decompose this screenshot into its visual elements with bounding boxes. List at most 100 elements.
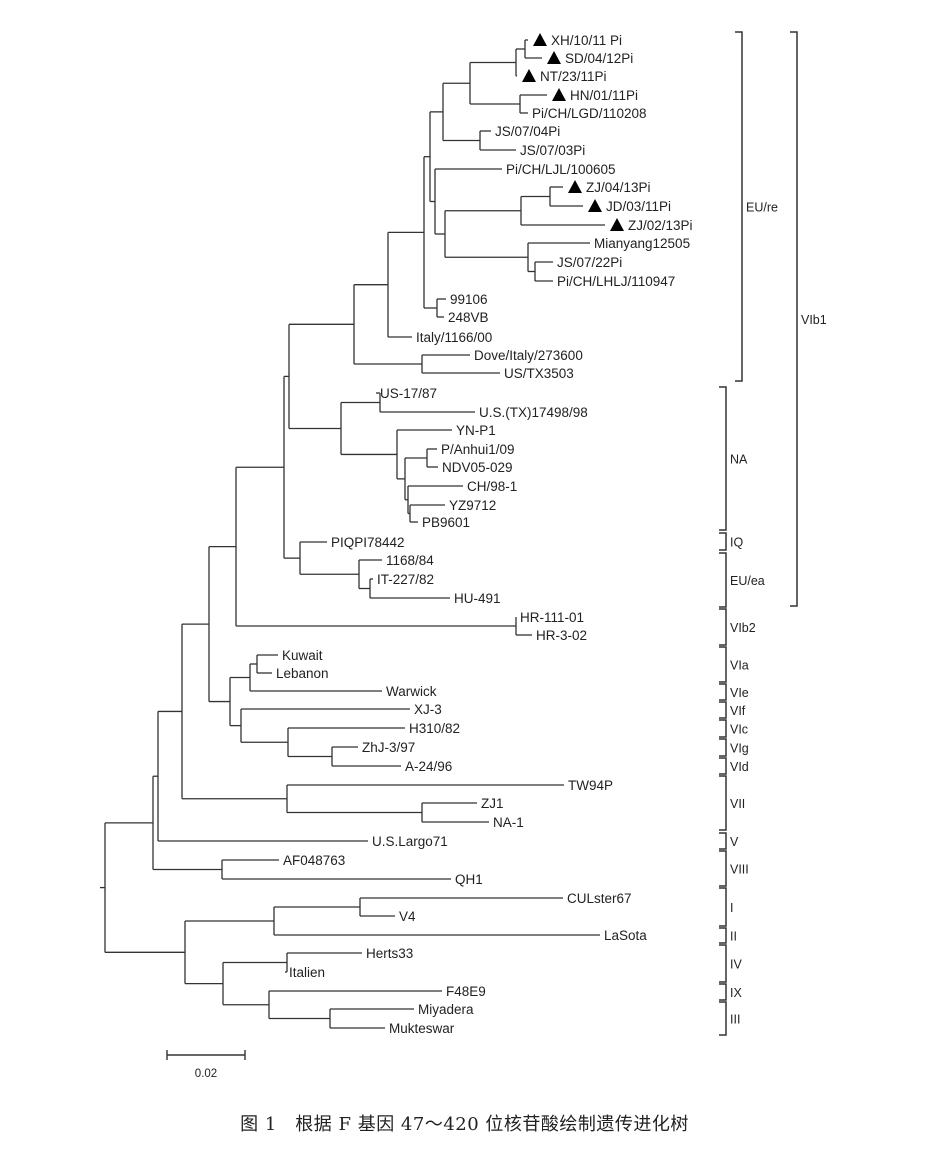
leaf-t40: A-24/96 xyxy=(405,759,452,774)
leaf-t31: HU-491 xyxy=(454,591,501,606)
taxon-label: CH/98-1 xyxy=(467,479,517,494)
triangle-marker-icon xyxy=(610,218,624,231)
clade-bracket-c-vib1: VIb1 xyxy=(790,31,827,607)
clade-bracket-c-vib2: VIb2 xyxy=(719,608,756,646)
bracket-line xyxy=(719,927,727,944)
bracket-line xyxy=(735,31,743,382)
figure-caption: 图 1 根据 F 基因 47～420 位核苷酸绘制遗传进化树 xyxy=(240,1114,689,1135)
leaf-t4: HN/01/11Pi xyxy=(552,88,638,103)
taxon-label: US-17/87 xyxy=(380,386,437,401)
phylogenetic-tree: XH/10/11 Pi SD/04/12Pi NT/23/11Pi HN/01/11P… xyxy=(100,31,827,1080)
clade-label: VIe xyxy=(730,686,749,700)
taxon-label: Pi/CH/LHLJ/110947 xyxy=(557,274,675,289)
triangle-marker-icon xyxy=(533,33,547,46)
bracket-line xyxy=(719,701,727,719)
taxon-label: JS/07/04Pi xyxy=(495,124,560,139)
taxon-label: Mianyang12505 xyxy=(594,236,690,251)
taxon-label: PB9601 xyxy=(422,515,470,530)
leaf-t6: JS/07/04Pi xyxy=(495,124,560,139)
taxon-label: HR-111-01 xyxy=(520,610,584,625)
leaf-t7: JS/07/03Pi xyxy=(520,143,585,158)
clade-bracket-c-eure: EU/re xyxy=(735,31,778,382)
leaf-t12: Mianyang12505 xyxy=(594,236,690,251)
taxon-label: IT-227/82 xyxy=(377,572,434,587)
clade-label: VIc xyxy=(730,723,748,737)
leaf-t36: Warwick xyxy=(386,684,437,699)
clade-label: VIg xyxy=(730,742,749,756)
leaf-t14: Pi/CH/LHLJ/110947 xyxy=(557,274,675,289)
bracket-line xyxy=(719,552,727,608)
taxon-label: JS/07/03Pi xyxy=(520,143,585,158)
clade-bracket-c-ii: II xyxy=(719,927,737,944)
taxon-label: Warwick xyxy=(386,684,437,699)
taxon-label: ZJ1 xyxy=(481,796,504,811)
clade-bracket-c-vic: VIc xyxy=(719,719,748,738)
bracket-line xyxy=(719,386,727,531)
leaf-t43: NA-1 xyxy=(493,815,524,830)
taxon-label: XH/10/11 Pi xyxy=(551,33,622,48)
clade-label: NA xyxy=(730,453,748,467)
taxon-label: Pi/CH/LJL/100605 xyxy=(506,162,616,177)
leaf-t19: US/TX3503 xyxy=(504,366,574,381)
clade-label: EU/re xyxy=(746,201,778,215)
leaf-t29: 1168/84 xyxy=(386,553,434,568)
taxon-label: H310/82 xyxy=(409,721,460,736)
bracket-line xyxy=(719,983,727,1001)
clade-label: IV xyxy=(730,958,742,972)
clade-label: VIb1 xyxy=(801,313,827,327)
leaf-t39: ZhJ-3/97 xyxy=(362,740,415,755)
taxon-label: NA-1 xyxy=(493,815,524,830)
clade-bracket-c-via: VIa xyxy=(719,646,749,683)
leaf-t23: P/Anhui1/09 xyxy=(441,442,515,457)
leaf-t20: US-17/87 xyxy=(380,386,437,401)
triangle-marker-icon xyxy=(552,88,566,101)
taxon-label: Miyadera xyxy=(418,1002,474,1017)
clade-bracket-c-iq: IQ xyxy=(719,532,743,551)
clade-bracket-c-viii: VIII xyxy=(719,850,749,887)
taxon-label: NDV05-029 xyxy=(442,460,513,475)
clade-label: IQ xyxy=(730,536,743,550)
leaf-t49: LaSota xyxy=(604,928,647,943)
leaf-t38: H310/82 xyxy=(409,721,460,736)
taxon-label: ZJ/04/13Pi xyxy=(586,180,651,195)
leaf-t24: NDV05-029 xyxy=(442,460,513,475)
bracket-line xyxy=(719,944,727,983)
taxon-label: HR-3-02 xyxy=(536,628,587,643)
bracket-line xyxy=(719,850,727,887)
leaf-t41: TW94P xyxy=(568,778,613,793)
clade-label: II xyxy=(730,930,737,944)
scale-bar-line xyxy=(166,1050,246,1060)
leaf-t32: HR-111-01 xyxy=(520,610,584,625)
leaf-t18: Dove/Italy/273600 xyxy=(474,348,583,363)
bracket-line xyxy=(719,738,727,757)
leaf-t35: Lebanon xyxy=(276,666,329,681)
clade-bracket-c-v: V xyxy=(719,832,739,850)
clade-bracket-c-i: I xyxy=(719,887,733,927)
taxon-label: JD/03/11Pi xyxy=(606,199,671,214)
taxon-label: HN/01/11Pi xyxy=(570,88,638,103)
clade-label: III xyxy=(730,1013,740,1027)
scale-bar-label: 0.02 xyxy=(195,1068,217,1080)
taxon-label: Kuwait xyxy=(282,648,323,663)
taxon-label: SD/04/12Pi xyxy=(565,51,633,66)
clade-label: I xyxy=(730,901,733,915)
bracket-line xyxy=(719,775,727,831)
taxon-label: Italy/1166/00 xyxy=(416,330,492,345)
taxon-label: U.S.(TX)17498/98 xyxy=(479,405,588,420)
taxon-label: U.S.Largo71 xyxy=(372,834,448,849)
leaf-t17: Italy/1166/00 xyxy=(416,330,492,345)
taxon-label: Pi/CH/LGD/110208 xyxy=(532,106,647,121)
leaf-t21: U.S.(TX)17498/98 xyxy=(479,405,588,420)
leaf-t16: 248VB xyxy=(448,310,489,325)
leaf-t54: Mukteswar xyxy=(389,1021,455,1036)
leaf-t27: PB9601 xyxy=(422,515,470,530)
leaf-t1: XH/10/11 Pi xyxy=(533,33,622,48)
clade-bracket-c-vie: VIe xyxy=(719,683,749,701)
leaf-t44: U.S.Largo71 xyxy=(372,834,448,849)
leaf-t15: 99106 xyxy=(450,292,488,307)
clade-label: VIf xyxy=(730,704,746,718)
triangle-marker-icon xyxy=(588,199,602,212)
clade-label: VId xyxy=(730,760,749,774)
bracket-line xyxy=(719,1001,727,1036)
taxon-label: Herts33 xyxy=(366,946,413,961)
